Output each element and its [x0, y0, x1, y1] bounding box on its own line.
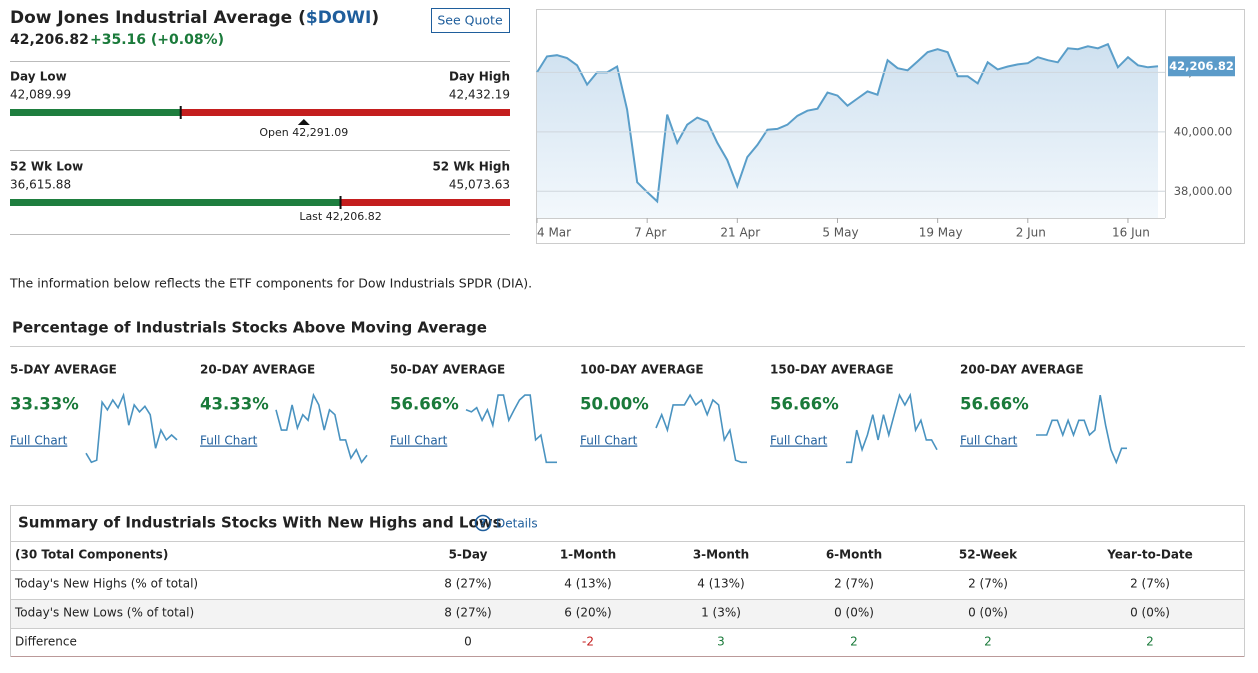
details-link[interactable]: Details [496, 517, 538, 531]
x-tick-label: 7 Apr [634, 226, 666, 240]
table-cell: 6 (20%) [564, 606, 611, 620]
card-value: 56.66% [770, 395, 839, 414]
full-chart-link[interactable]: Full Chart [770, 434, 828, 448]
day-high-title: Day High [449, 70, 510, 84]
sparkline [465, 394, 557, 464]
full-chart-link[interactable]: Full Chart [10, 434, 68, 448]
day-low: 42,089.99 [10, 88, 71, 102]
table-cell: Today's New Lows (% of total) [14, 606, 194, 620]
sparkline [655, 393, 747, 464]
range-elapsed [10, 109, 181, 116]
range-marker [339, 196, 342, 209]
summary-box [10, 505, 1245, 657]
table-cell: 2 [1146, 635, 1154, 649]
sparkline [1036, 394, 1127, 465]
day-low-title: Day Low [10, 70, 67, 84]
range-label: Last 42,206.82 [299, 210, 381, 223]
table-cell: 8 (27%) [444, 577, 491, 591]
row-shade [11, 599, 1244, 628]
column-header: 6-Month [826, 548, 882, 562]
open-marker [297, 119, 310, 125]
x-tick-label: 5 May [822, 226, 858, 240]
range-label: Open 42,291.09 [259, 126, 348, 139]
x-tick-label: 19 May [919, 226, 963, 240]
price-flag-label: 42,206.82 [1169, 59, 1234, 73]
range-marker [179, 106, 182, 119]
card-value: 56.66% [960, 395, 1029, 414]
y-tick-label: 40,000.00 [1174, 124, 1233, 138]
table-cell: 0 [464, 635, 472, 649]
week52-high: 45,073.63 [449, 178, 510, 192]
card-label: 200-DAY AVERAGE [960, 363, 1084, 377]
section-title: Percentage of Industrials Stocks Above M… [12, 319, 487, 337]
table-cell: 2 [850, 635, 858, 649]
column-header: (30 Total Components) [15, 548, 168, 562]
week52-low: 36,615.88 [10, 178, 71, 192]
card-label: 100-DAY AVERAGE [580, 363, 704, 377]
quote-title: Dow Jones Industrial Average ($DOWI) [10, 8, 379, 28]
table-cell: 0 (0%) [1130, 606, 1170, 620]
x-tick-label: 16 Jun [1112, 226, 1150, 240]
see-quote-label[interactable]: See Quote [437, 13, 503, 28]
card-value: 50.00% [580, 395, 649, 414]
card-value: 33.33% [10, 395, 79, 414]
week52-low-title: 52 Wk Low [10, 160, 83, 174]
sparkline [275, 392, 368, 464]
help-icon[interactable] [474, 514, 492, 532]
price-line [536, 42, 1159, 204]
table-cell: 2 [984, 635, 992, 649]
x-tick-label: 21 Apr [720, 226, 760, 240]
table-cell: 0 (0%) [968, 606, 1008, 620]
index-name-close: ) [371, 8, 379, 28]
range-remaining [180, 109, 510, 116]
table-cell: 2 (7%) [1130, 577, 1170, 591]
sparkline [846, 392, 938, 464]
table-cell: 8 (27%) [444, 606, 491, 620]
table-cell: 2 (7%) [834, 577, 874, 591]
card-label: 20-DAY AVERAGE [200, 363, 315, 377]
full-chart-link[interactable]: Full Chart [390, 434, 448, 448]
change: +35.16 (+0.08%) [90, 32, 224, 48]
x-tick-label: 4 Mar [537, 226, 571, 240]
card-label: 5-DAY AVERAGE [10, 363, 117, 377]
help-icon-glyph[interactable]: ? [480, 517, 486, 530]
price-flag [1168, 56, 1235, 77]
y-tick-label: 38,000.00 [1174, 184, 1233, 198]
week52-high-title: 52 Wk High [432, 160, 510, 174]
table-cell: 2 (7%) [968, 577, 1008, 591]
table-cell: -2 [582, 635, 594, 649]
table-cell: Difference [15, 635, 77, 649]
info-text: The information below reflects the ETF c… [9, 276, 532, 291]
area-fill [537, 44, 1158, 219]
table-cell: 0 (0%) [834, 606, 874, 620]
card-label: 50-DAY AVERAGE [390, 363, 505, 377]
full-chart-link[interactable]: Full Chart [200, 434, 258, 448]
table-cell: 4 (13%) [697, 577, 744, 591]
symbol[interactable]: $DOWI [306, 8, 371, 28]
table-cell: 1 (3%) [701, 606, 741, 620]
full-chart-link[interactable]: Full Chart [580, 434, 638, 448]
column-header: Year-to-Date [1106, 548, 1193, 562]
day-high: 42,432.19 [449, 88, 510, 102]
column-header: 52-Week [959, 548, 1018, 562]
table-cell: 3 [717, 635, 725, 649]
column-header: 5-Day [449, 548, 488, 562]
range-elapsed [10, 199, 341, 206]
card-value: 56.66% [390, 395, 459, 414]
full-chart-link[interactable]: Full Chart [960, 434, 1018, 448]
see-quote-button[interactable] [431, 8, 510, 33]
summary-title: Summary of Industrials Stocks With New H… [18, 514, 502, 532]
table-cell: Today's New Highs (% of total) [14, 577, 198, 591]
price: 42,206.82 [10, 32, 89, 48]
x-tick-label: 2 Jun [1016, 226, 1046, 240]
table-cell: 4 (13%) [564, 577, 611, 591]
sparkline [85, 392, 178, 464]
column-header: 3-Month [693, 548, 749, 562]
card-label: 150-DAY AVERAGE [770, 363, 894, 377]
card-value: 43.33% [200, 395, 269, 414]
column-header: 1-Month [560, 548, 616, 562]
index-name: Dow Jones Industrial Average ( [10, 8, 306, 28]
range-remaining [340, 199, 510, 206]
